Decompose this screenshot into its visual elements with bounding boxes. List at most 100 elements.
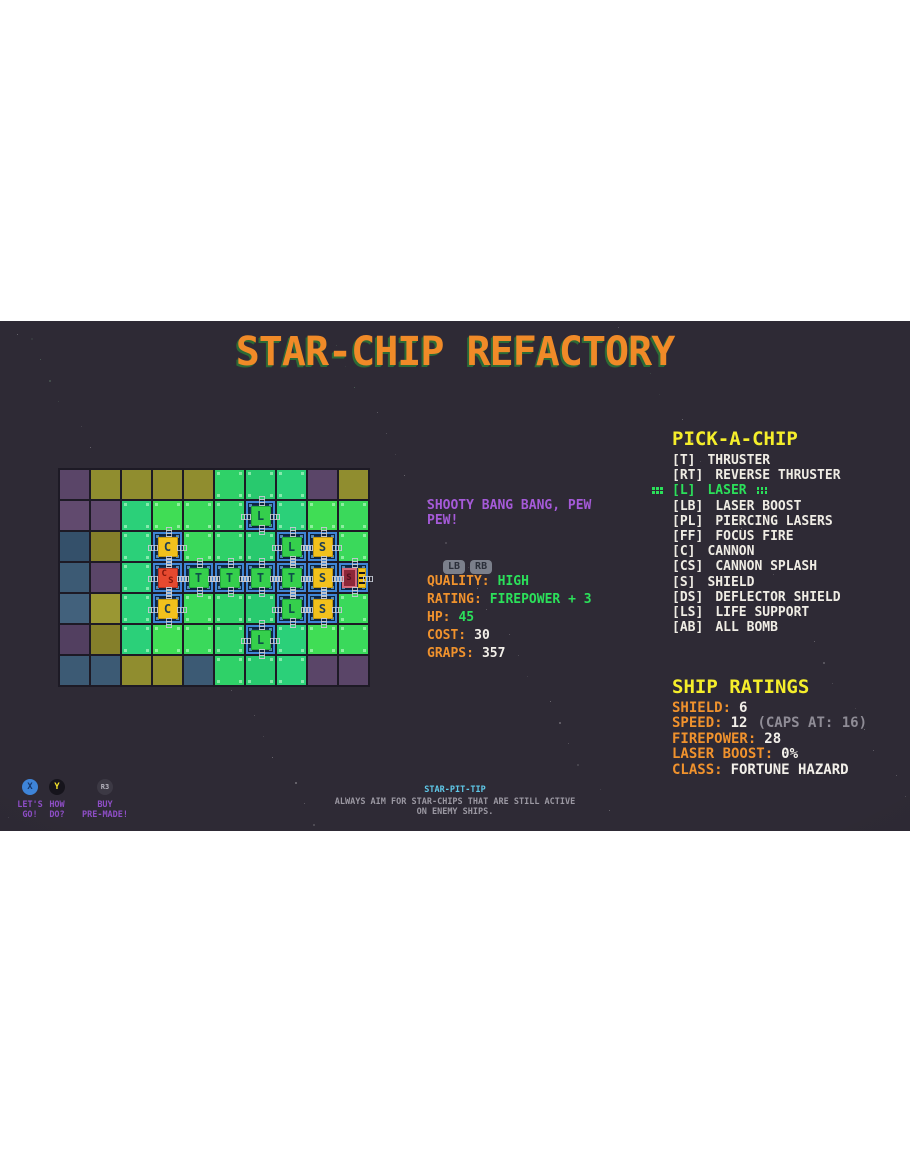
chip-tile-c[interactable]: C [148, 527, 187, 566]
grid-tile[interactable] [184, 501, 213, 530]
grid-tile[interactable] [308, 656, 337, 685]
grid-tile[interactable] [122, 656, 151, 685]
grid-tile[interactable] [122, 594, 151, 623]
pick-chip-item-laser[interactable]: [L] LASER [652, 483, 841, 498]
rating-value: 28 [764, 730, 782, 747]
rb-button-hint[interactable]: RB [470, 560, 493, 574]
connector-stub [228, 558, 234, 568]
grid-tile[interactable] [215, 625, 244, 654]
pick-chip-item-cannon[interactable]: [C] CANNON [672, 544, 841, 559]
grid-tile[interactable] [91, 501, 120, 530]
grid-tile[interactable] [308, 625, 337, 654]
grid-tile[interactable] [60, 501, 89, 530]
grid-tile[interactable] [184, 532, 213, 561]
grid-tile[interactable] [339, 594, 368, 623]
grid-tile[interactable] [60, 625, 89, 654]
chip-tile-s[interactable]: S [303, 527, 342, 566]
grid-tile[interactable] [339, 625, 368, 654]
chip-tile-t[interactable]: T [210, 558, 249, 597]
pick-chip-item-laser-boost[interactable]: [LB] LASER BOOST [672, 499, 841, 514]
chip-tile-l[interactable]: L [241, 496, 280, 535]
connector-stub [228, 587, 234, 597]
pick-chip-item-focus-fire[interactable]: [FF] FOCUS FIRE [672, 529, 841, 544]
grid-tile[interactable] [60, 532, 89, 561]
grid-tile[interactable] [246, 470, 275, 499]
lets-go-button[interactable]: X LET'S GO! [4, 779, 56, 820]
grid-tile[interactable] [339, 532, 368, 561]
grid-tile[interactable] [215, 501, 244, 530]
ship-core-tile[interactable]: S [334, 558, 373, 597]
tile-corner-pins [155, 627, 158, 630]
pick-chip-item-deflector-shield[interactable]: [DS] DEFLECTOR SHIELD [672, 590, 841, 605]
grid-tile[interactable] [153, 656, 182, 685]
grid-tile[interactable] [184, 656, 213, 685]
buy-premade-button[interactable]: R3 BUY PRE-MADE! [79, 779, 131, 820]
grid-tile[interactable] [277, 625, 306, 654]
grid-tile[interactable] [215, 656, 244, 685]
grid-tile[interactable] [277, 656, 306, 685]
grid-tile[interactable] [184, 594, 213, 623]
pick-chip-item-reverse-thruster[interactable]: [RT] REVERSE THRUSTER [672, 468, 841, 483]
grid-tile[interactable] [215, 470, 244, 499]
chip-label: REVERSE THRUSTER [715, 468, 841, 484]
grid-tile[interactable] [215, 594, 244, 623]
tile-corner-pins [310, 503, 313, 506]
pick-chip-item-thruster[interactable]: [T] THRUSTER [672, 453, 841, 468]
chip-key: [C] [672, 544, 696, 560]
grid-tile[interactable] [122, 470, 151, 499]
grid-tile[interactable] [91, 532, 120, 561]
lb-button-hint[interactable]: LB [443, 560, 466, 574]
grid-tile[interactable] [122, 625, 151, 654]
grid-tile[interactable] [246, 656, 275, 685]
chip-tile-t[interactable]: T [241, 558, 280, 597]
chip-tile-l[interactable]: L [241, 620, 280, 659]
grid-tile[interactable] [153, 625, 182, 654]
chip-tile-s[interactable]: S [303, 558, 342, 597]
grid-tile[interactable] [215, 532, 244, 561]
grid-tile[interactable] [153, 501, 182, 530]
connector-stub [259, 620, 265, 630]
chip-tile-c[interactable]: C [148, 589, 187, 628]
chip-tile-l[interactable]: L [272, 527, 311, 566]
grid-tile[interactable] [184, 625, 213, 654]
chip-tile-t[interactable]: T [272, 558, 311, 597]
pick-chip-item-piercing-lasers[interactable]: [PL] PIERCING LASERS [672, 514, 841, 529]
grid-tile[interactable] [308, 470, 337, 499]
pick-chip-item-cannon-splash[interactable]: [CS] CANNON SPLASH [672, 559, 841, 574]
connector-stub [259, 496, 265, 506]
chip-tile-s[interactable]: S [303, 589, 342, 628]
grid-tile[interactable] [122, 563, 151, 592]
grid-tile[interactable] [246, 532, 275, 561]
grid-tile[interactable] [60, 563, 89, 592]
grid-tile[interactable] [91, 656, 120, 685]
star-dot [873, 750, 874, 751]
grid-tile[interactable] [339, 501, 368, 530]
grid-tile[interactable] [246, 594, 275, 623]
grid-tile[interactable] [153, 470, 182, 499]
grid-tile[interactable] [277, 470, 306, 499]
grid-tile[interactable] [91, 594, 120, 623]
connector-stub [177, 607, 187, 613]
pick-chip-item-all-bomb[interactable]: [AB] ALL BOMB [672, 620, 841, 635]
grid-tile[interactable] [184, 470, 213, 499]
pick-chip-item-life-support[interactable]: [LS] LIFE SUPPORT [672, 605, 841, 620]
grid-tile[interactable] [122, 501, 151, 530]
grid-tile[interactable] [277, 501, 306, 530]
grid-tile[interactable] [339, 470, 368, 499]
grid-tile[interactable] [60, 656, 89, 685]
how-do-button[interactable]: Y HOW DO? [31, 779, 83, 820]
grid-tile[interactable] [91, 470, 120, 499]
grid-tile[interactable] [339, 656, 368, 685]
y-button-icon: Y [49, 779, 65, 795]
grid-tile[interactable] [308, 501, 337, 530]
pick-chip-item-shield[interactable]: [S] SHIELD [672, 575, 841, 590]
grid-tile[interactable] [91, 625, 120, 654]
grid-tile[interactable] [91, 563, 120, 592]
grid-tile[interactable] [122, 532, 151, 561]
grid-tile[interactable] [60, 594, 89, 623]
chip-tile-l[interactable]: L [272, 589, 311, 628]
chip-tile-t[interactable]: T [179, 558, 218, 597]
grid-tile[interactable] [60, 470, 89, 499]
connector-stub [270, 638, 280, 644]
